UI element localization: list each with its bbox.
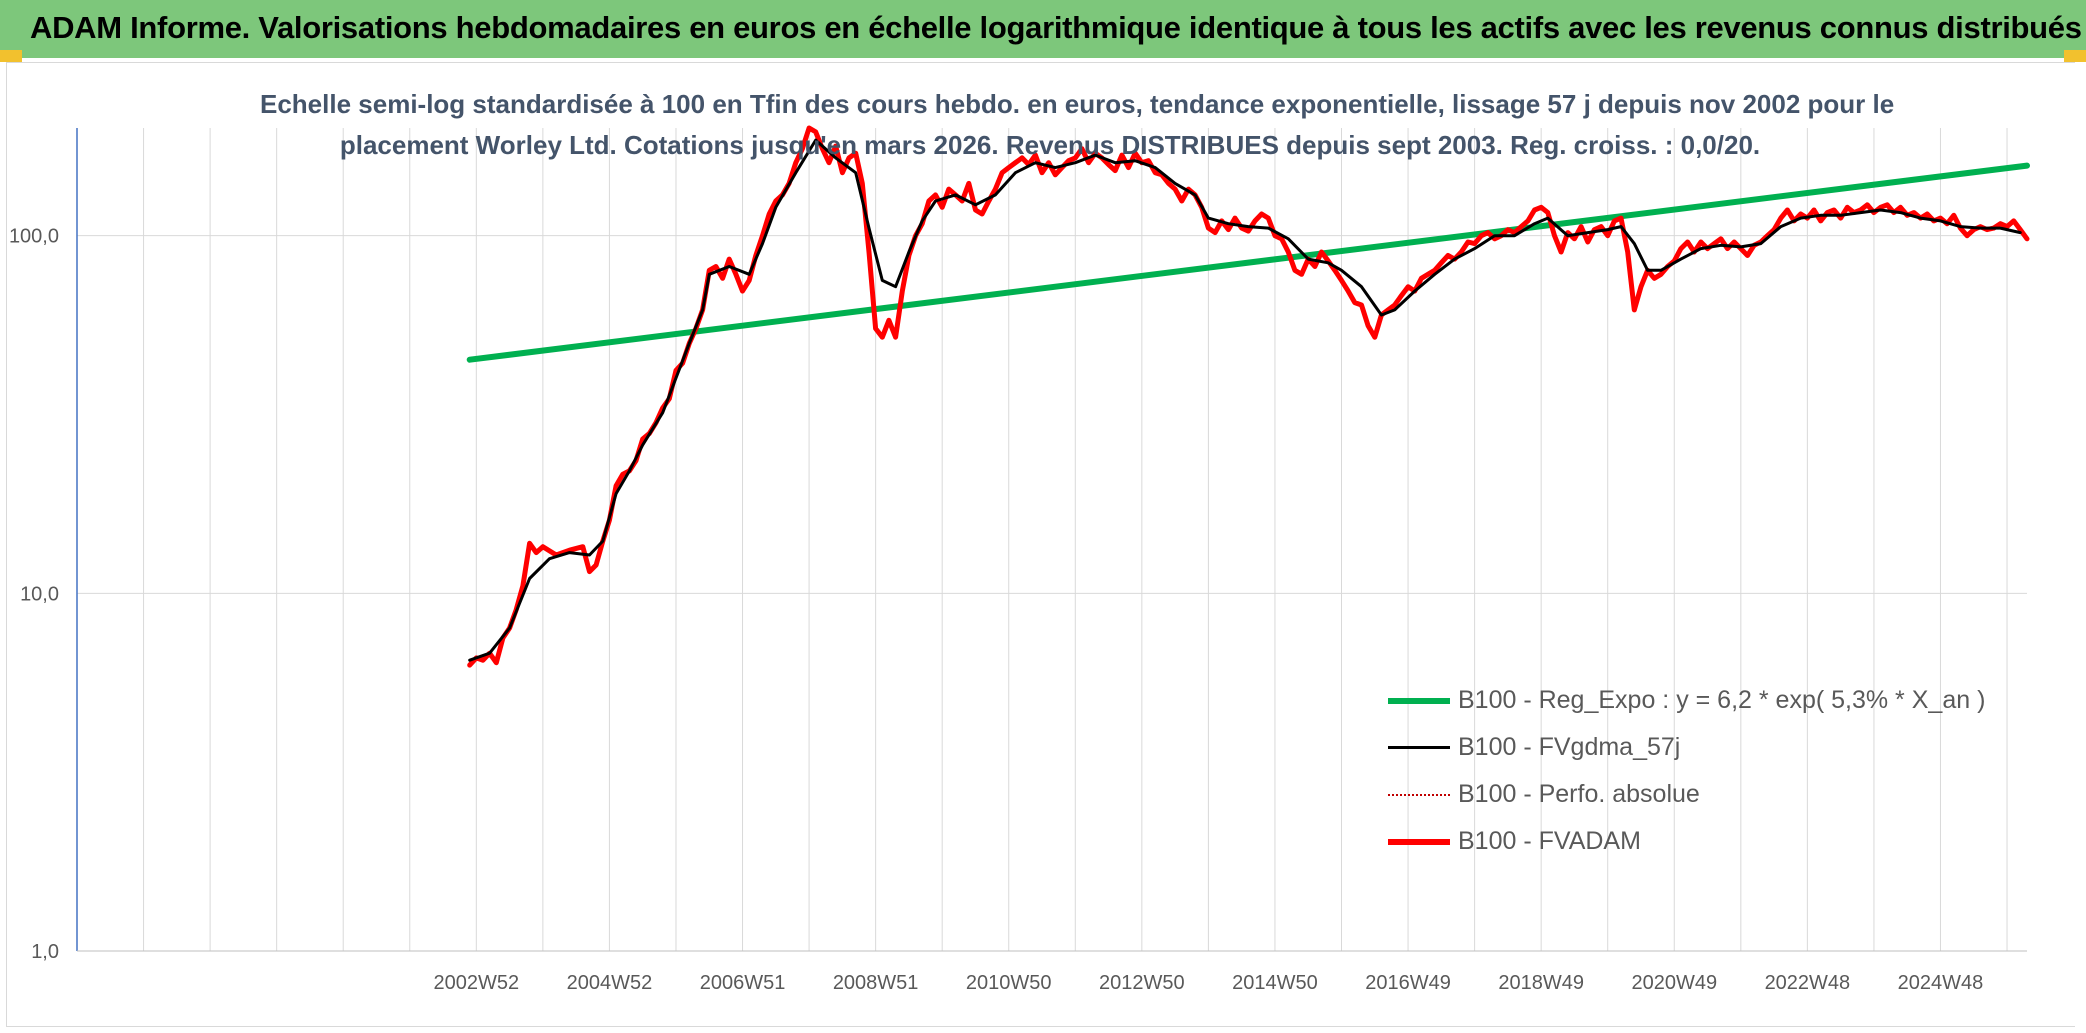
chart-axes <box>76 128 2027 952</box>
legend-item-regression: B100 - Reg_Expo : y = 6,2 * exp( 5,3% * … <box>1388 677 2008 724</box>
x-tick-label: 2022W48 <box>1765 972 1851 994</box>
corner-accent-right <box>2064 50 2086 62</box>
legend-item-smoothed: B100 - FVgdma_57j <box>1388 724 2008 771</box>
legend-swatch-fvadam <box>1388 838 1450 845</box>
chart-subtitle-line-2: placement Worley Ltd. Cotations jusqu'en… <box>339 130 1761 160</box>
legend-swatch-regression <box>1388 697 1450 704</box>
chart-subtitle-line-1: Echelle semi-log standardisée à 100 en T… <box>260 89 1895 119</box>
x-tick-label: 2002W52 <box>434 972 520 994</box>
chart-legend: B100 - Reg_Expo : y = 6,2 * exp( 5,3% * … <box>1388 677 2008 865</box>
y-tick-label: 1,0 <box>31 941 59 963</box>
legend-label-fvadam: B100 - FVADAM <box>1458 827 1641 855</box>
x-tick-label: 2012W50 <box>1099 972 1185 994</box>
x-tick-label: 2016W49 <box>1365 972 1451 994</box>
series-line-regression <box>466 162 2030 363</box>
chart-series <box>466 125 2030 668</box>
x-tick-label: 2018W49 <box>1498 972 1584 994</box>
legend-item-fvadam: B100 - FVADAM <box>1388 818 2008 865</box>
header-band <box>0 0 2086 58</box>
legend-label-regression: B100 - Reg_Expo : y = 6,2 * exp( 5,3% * … <box>1458 686 1986 714</box>
series-line-smoothed <box>468 138 2022 662</box>
legend-swatch-smoothed <box>1388 746 1450 749</box>
series-line-fvadam <box>467 125 2030 668</box>
legend-item-perf-absolue: B100 - Perfo. absolue <box>1388 771 2008 818</box>
x-tick-label: 2006W51 <box>700 972 786 994</box>
x-tick-label: 2004W52 <box>567 972 653 994</box>
chart-tick-labels: 1,0 10,0 100,0 2002W52 2004W52 2006W51 2008W51… <box>9 226 1983 994</box>
legend-label-perf-absolue: B100 - Perfo. absolue <box>1458 780 1700 808</box>
x-tick-label: 2008W51 <box>833 972 919 994</box>
y-tick-label: 10,0 <box>20 583 59 605</box>
chart-subtitle: Echelle semi-log standardisée à 100 en T… <box>260 84 1895 166</box>
x-tick-label: 2024W48 <box>1898 972 1984 994</box>
page-title: ADAM Informe. Valorisations hebdomadaire… <box>30 10 2082 45</box>
y-tick-label: 100,0 <box>9 226 59 248</box>
right-edge-strip <box>2075 62 2086 1033</box>
x-tick-label: 2010W50 <box>966 972 1052 994</box>
legend-swatch-perf-absolue <box>1388 793 1450 796</box>
x-tick-label: 2014W50 <box>1232 972 1318 994</box>
corner-accent-left <box>0 50 22 62</box>
x-tick-label: 2020W49 <box>1631 972 1717 994</box>
legend-label-smoothed: B100 - FVgdma_57j <box>1458 733 1681 761</box>
